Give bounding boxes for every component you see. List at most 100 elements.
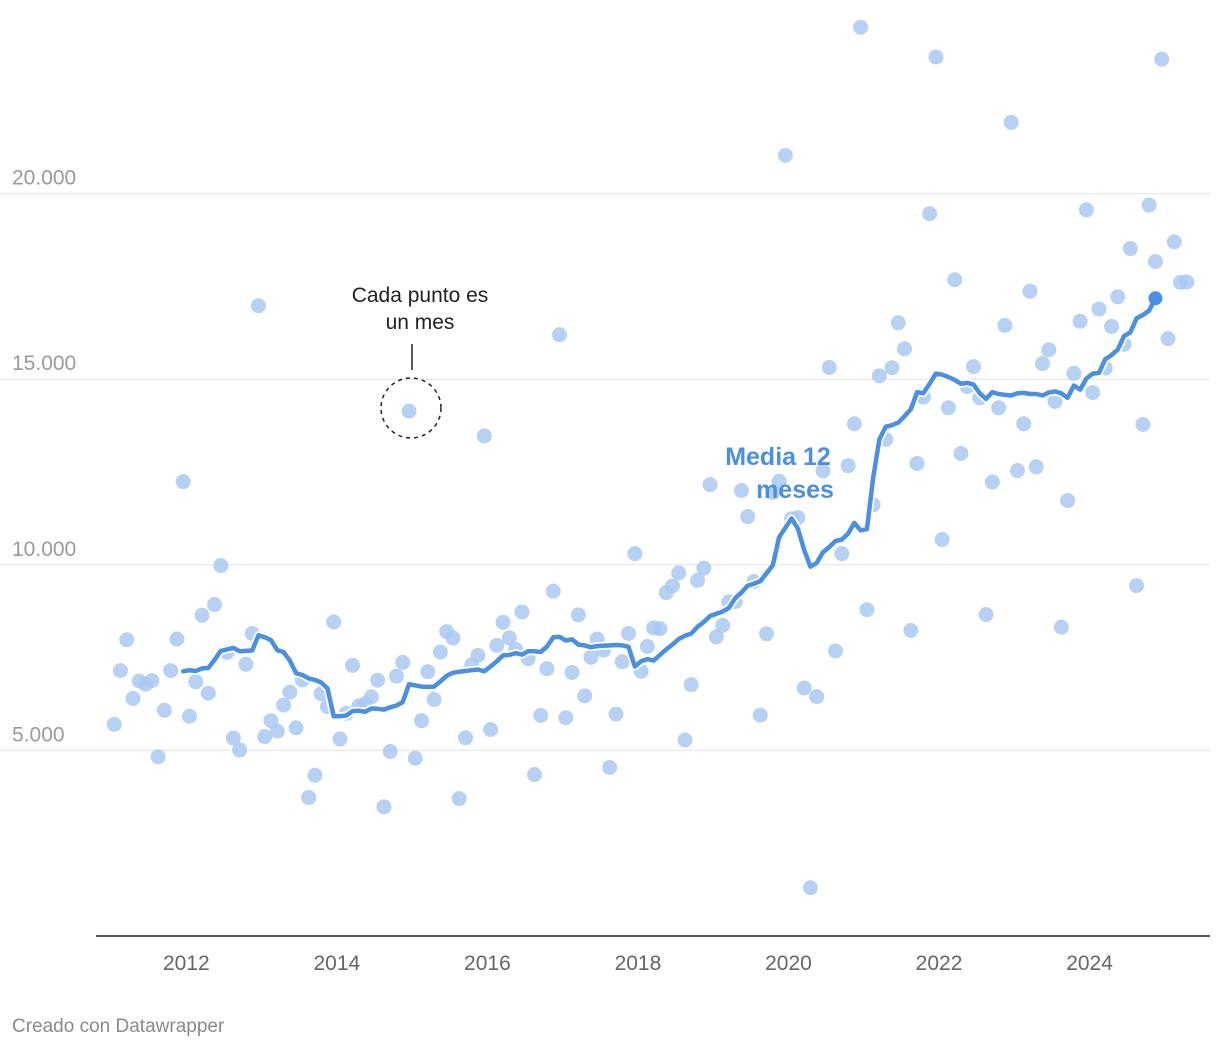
data-point [777,147,793,163]
data-point [470,647,486,663]
data-point [545,583,561,599]
data-point [928,49,944,65]
data-point [489,637,505,653]
data-point [846,416,862,432]
y-tick-label: 5.000 [12,723,65,746]
data-point [250,298,266,314]
data-point [966,359,982,375]
data-point [765,484,781,500]
data-point [690,572,706,588]
data-point [213,558,229,574]
data-point [664,578,680,594]
data-point [1028,459,1044,475]
x-axis-ticks: 2012 2014 2016 2018 2020 2022 2024 [163,952,1113,975]
series-label: Media 12 meses [725,443,834,504]
data-point [207,597,223,613]
data-point [119,632,135,648]
moving-average-halo [179,294,1160,721]
data-point [1072,313,1088,329]
data-point [991,400,1007,416]
data-point [382,744,398,760]
data-point [1041,342,1057,358]
data-point [884,360,900,376]
data-point [564,664,580,680]
data-point [715,617,731,633]
data-point [156,702,172,718]
data-point [1047,393,1063,409]
data-point [815,463,831,479]
y-axis-ticks: 5.000 10.000 15.000 20.000 [12,167,76,747]
data-point [288,720,304,736]
data-point [997,317,1013,333]
data-point [395,654,411,670]
x-tick-label: 2022 [916,952,963,975]
data-point [552,327,568,343]
data-point [752,707,768,723]
data-point [871,368,887,384]
data-point [1091,301,1107,317]
data-point [257,729,273,745]
data-point [708,629,724,645]
data-point [363,689,379,705]
credit-text: Creado con Datawrapper [12,1016,225,1037]
data-point [483,722,499,738]
point-annotation-line2: un mes [386,311,455,334]
monthly-points [106,19,1195,896]
data-point [332,731,348,747]
point-annotation-circle [380,377,442,439]
data-point [922,206,938,222]
data-point [106,716,122,732]
data-point [677,732,693,748]
data-point [420,664,436,680]
data-point [897,341,913,357]
data-point [627,546,643,562]
data-point [238,656,254,672]
data-point [1166,234,1182,250]
data-point [583,649,599,665]
data-point [733,483,749,499]
data-point [702,477,718,493]
point-annotation: Cada punto es un mes [352,284,489,439]
data-point [614,654,630,670]
y-tick-label: 15.000 [12,352,76,375]
data-point [1035,356,1051,372]
data-point [853,19,869,35]
data-point [1085,385,1101,401]
data-point [376,799,392,815]
data-point [150,749,166,765]
data-point [558,710,574,726]
data-point [1060,493,1076,509]
data-point [1141,197,1157,213]
data-point [276,697,292,713]
moving-average-line [180,296,1158,719]
data-point [426,692,442,708]
data-point [953,445,969,461]
data-point [984,474,1000,490]
data-point [1179,274,1195,290]
data-point [194,607,210,623]
data-point [1160,331,1176,347]
data-point [1154,51,1170,67]
data-point [514,604,530,620]
gridlines [0,193,1210,751]
data-point [407,750,423,766]
data-point [112,663,128,679]
series-label-line2: meses [756,476,834,504]
data-point [200,685,216,701]
point-annotation-line1: Cada punto es [352,284,489,307]
data-point [621,625,637,641]
data-point [457,730,473,746]
moving-average-end-point [1148,291,1163,306]
data-point [1066,365,1082,381]
data-point [1135,416,1151,432]
data-point [401,403,417,419]
x-tick-label: 2020 [765,952,812,975]
data-point [771,473,787,489]
data-point [414,713,430,729]
x-tick-label: 2012 [163,952,210,975]
data-point [903,623,919,639]
data-point [539,661,555,677]
data-point [809,689,825,705]
data-point [181,708,197,724]
